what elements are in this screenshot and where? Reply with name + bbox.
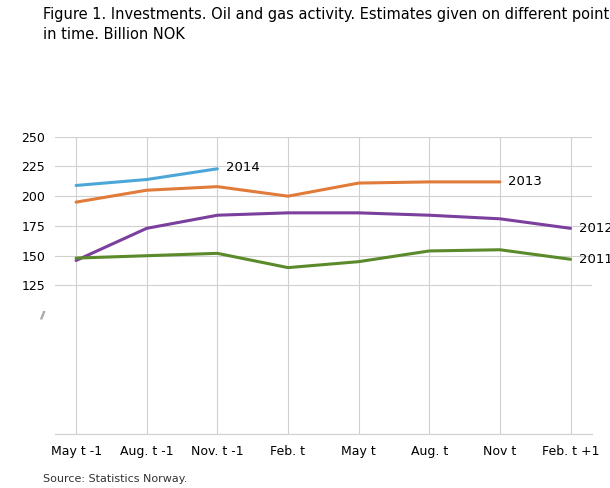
- Text: 2013: 2013: [508, 175, 542, 188]
- Text: Figure 1. Investments. Oil and gas activity. Estimates given on different points: Figure 1. Investments. Oil and gas activ…: [43, 7, 610, 42]
- Text: 2011: 2011: [579, 253, 610, 266]
- Text: 2014: 2014: [226, 161, 260, 174]
- Text: Source: Statistics Norway.: Source: Statistics Norway.: [43, 474, 187, 484]
- Text: 2012: 2012: [579, 222, 610, 235]
